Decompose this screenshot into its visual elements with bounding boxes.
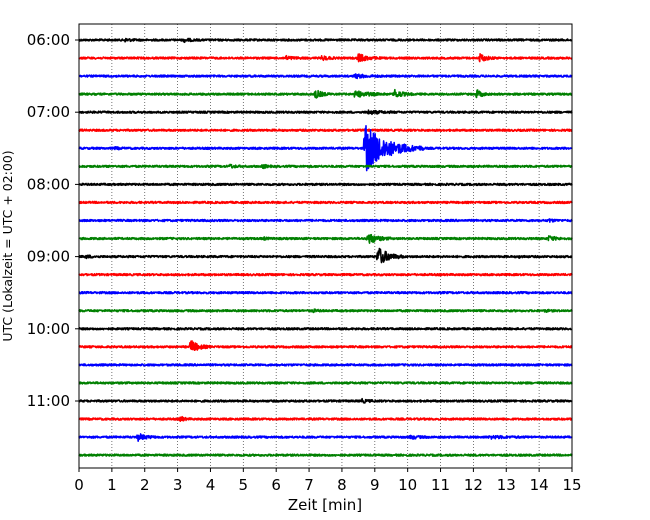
trace-line xyxy=(78,290,573,295)
trace-line xyxy=(78,363,573,367)
trace-line xyxy=(78,340,573,352)
trace-line xyxy=(78,88,573,99)
x-tick-label: 2 xyxy=(140,476,150,494)
trace-line xyxy=(78,37,573,44)
trace-line xyxy=(78,433,573,442)
x-tick-label: 1 xyxy=(107,476,117,494)
y-axis-label: UTC (Lokalzeit = UTC + 02:00) xyxy=(0,150,15,341)
x-tick-label: 8 xyxy=(337,476,347,494)
x-tick-label: 0 xyxy=(74,476,84,494)
trace-line xyxy=(78,128,573,133)
x-tick-label: 14 xyxy=(530,476,549,494)
trace-line xyxy=(78,397,573,404)
vertical-grid xyxy=(111,24,540,468)
trace-line xyxy=(78,218,573,223)
trace-line xyxy=(78,308,573,314)
y-tick-label: 08:00 xyxy=(27,175,70,193)
trace-line xyxy=(78,272,573,277)
trace-line xyxy=(78,327,573,331)
trace-line xyxy=(78,453,573,457)
trace-line xyxy=(78,381,573,385)
x-tick-label: 6 xyxy=(271,476,281,494)
y-tick-label: 11:00 xyxy=(27,392,70,410)
trace-line xyxy=(78,124,573,172)
trace-line xyxy=(78,233,573,244)
trace-line xyxy=(78,52,573,63)
x-tick-label: 9 xyxy=(370,476,380,494)
y-tick-label: 07:00 xyxy=(27,103,70,121)
plot-frame xyxy=(78,23,573,469)
x-tick-label: 13 xyxy=(497,476,516,494)
trace-line xyxy=(78,163,573,170)
trace-line xyxy=(78,109,573,116)
y-tick-label: 06:00 xyxy=(27,31,70,49)
x-tick-label: 15 xyxy=(562,476,581,494)
x-tick-label: 10 xyxy=(398,476,417,494)
y-tick-label: 10:00 xyxy=(27,320,70,338)
trace-line xyxy=(78,247,573,264)
x-axis-ticks: 0 1 2 3 4 5 6 7 8 9 10 11 12 13 14 15 xyxy=(74,468,582,494)
x-tick-label: 5 xyxy=(239,476,249,494)
trace-lines xyxy=(78,37,573,457)
trace-line xyxy=(78,182,573,187)
y-axis-ticks: 06:00 07:00 08:00 09:00 10:00 11:00 xyxy=(27,31,79,410)
trace-line xyxy=(78,415,573,423)
y-tick-label: 09:00 xyxy=(27,248,70,266)
x-tick-label: 11 xyxy=(431,476,450,494)
x-tick-label: 3 xyxy=(173,476,183,494)
trace-line xyxy=(78,73,573,80)
x-tick-label: 7 xyxy=(304,476,314,494)
x-axis-label: Zeit [min] xyxy=(288,496,362,514)
x-tick-label: 12 xyxy=(464,476,483,494)
trace-line xyxy=(78,200,573,205)
x-tick-label: 4 xyxy=(206,476,216,494)
